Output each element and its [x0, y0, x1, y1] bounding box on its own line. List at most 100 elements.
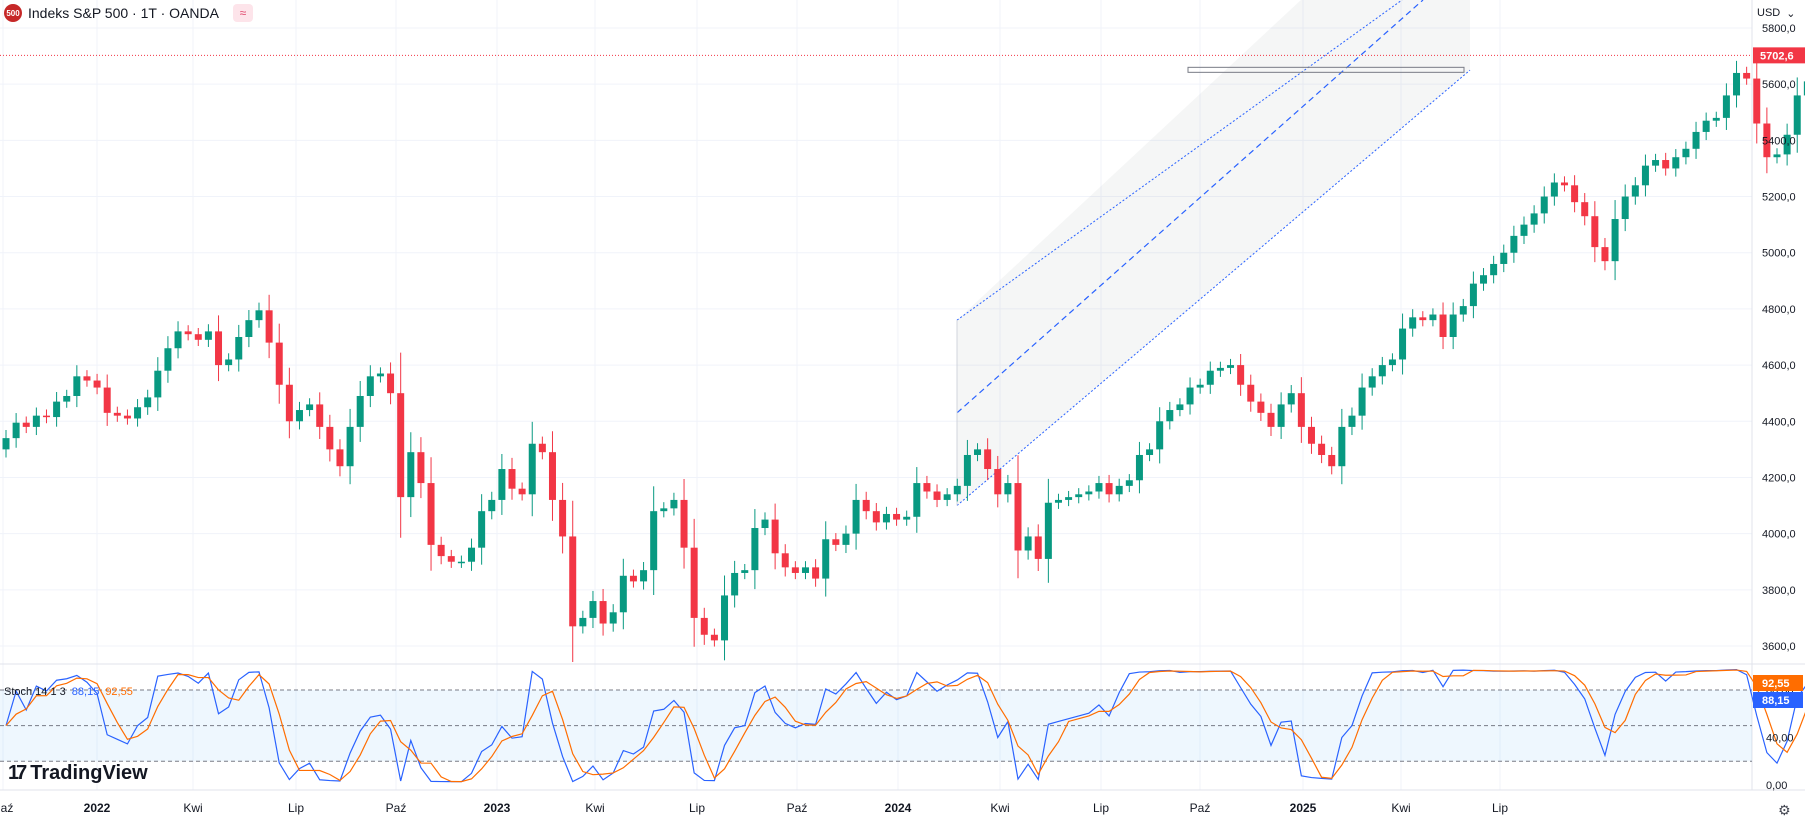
candle-body	[1044, 502, 1052, 559]
candle-body	[812, 567, 820, 579]
candle-body	[437, 544, 445, 557]
price-axis[interactable]: 3600,0 3800,0 4000,0 4200,0 4400,0 4600,0 4800…	[1753, 23, 1805, 792]
candle-body	[670, 499, 678, 509]
candle-body	[569, 536, 577, 627]
candle-body	[235, 337, 243, 360]
candle-body	[215, 331, 223, 366]
candle-body	[1702, 120, 1710, 132]
candle-body	[751, 528, 759, 571]
price-tick-label: 5400,0	[1762, 135, 1796, 147]
candle-body	[731, 572, 739, 596]
stoch-k-badge	[1753, 692, 1803, 708]
candle-body	[1348, 415, 1356, 427]
channel-mid	[956, 0, 1424, 414]
candle-body	[1338, 426, 1346, 467]
currency-selector[interactable]: USD ⌄	[1757, 3, 1799, 23]
candle-body	[1439, 314, 1447, 337]
candle-body	[164, 348, 172, 371]
candle-body	[1156, 421, 1164, 450]
candle-body	[690, 547, 698, 618]
time-tick-label: Kwi	[1391, 801, 1410, 815]
candle-body	[984, 449, 992, 470]
time-tick-label: Kwi	[585, 801, 604, 815]
candle-body	[1277, 404, 1285, 427]
candle-body	[1763, 123, 1771, 158]
gear-icon[interactable]: ⚙	[1778, 802, 1791, 818]
candle-body	[559, 499, 567, 537]
candle-body	[1176, 404, 1184, 411]
candle-body	[1601, 247, 1609, 262]
candle-body	[1490, 263, 1498, 276]
candle-body	[42, 415, 50, 418]
candle-body	[1560, 182, 1568, 186]
candle-body	[53, 401, 61, 418]
candle-body	[12, 422, 20, 439]
candle-body	[1722, 95, 1730, 118]
candle-body	[801, 567, 809, 573]
wave-icon[interactable]: ≈	[232, 4, 253, 22]
candle-body	[761, 519, 769, 529]
candle-body	[225, 359, 233, 366]
candle-body	[1307, 426, 1315, 444]
stoch-tick-label: 40,00	[1766, 733, 1794, 745]
candle-body	[791, 567, 799, 573]
candle-body	[63, 395, 71, 402]
candle-body	[1075, 494, 1083, 498]
stoch-name: Stoch 14 1 3	[4, 686, 66, 698]
candle-body	[427, 483, 435, 545]
candle-body	[1540, 196, 1548, 214]
candle-body	[1287, 393, 1295, 405]
symbol-title[interactable]: Indeks S&P 500 · 1T · OANDA	[28, 5, 219, 21]
candle-body	[123, 415, 131, 419]
candle-body	[295, 410, 303, 422]
candle-body	[1105, 483, 1113, 495]
candle-body	[528, 443, 536, 495]
candle-body	[1510, 235, 1518, 253]
time-tick-label: Paź	[1190, 801, 1211, 815]
candle-body	[1803, 81, 1805, 96]
candle-body	[1206, 370, 1214, 385]
candle-body	[457, 561, 465, 564]
candle-body	[1429, 314, 1437, 321]
candle-body	[599, 601, 607, 624]
candle-body	[1743, 72, 1751, 79]
candle-body	[1237, 365, 1245, 385]
time-axis[interactable]: Paź 2022 Kwi Lip Paź 2023 Kwi Lip Paź 2024 Kwi Lip P…	[0, 801, 1508, 815]
candle-body	[1227, 365, 1235, 368]
candle-body	[660, 508, 668, 512]
regression-channel[interactable]	[956, 0, 1471, 506]
candle-body	[1733, 72, 1741, 96]
candle-body	[963, 454, 971, 486]
candle-body	[1662, 160, 1670, 169]
candle-body	[204, 331, 212, 340]
candle-body	[579, 617, 587, 627]
candle-body	[265, 310, 273, 343]
candle-body	[73, 376, 81, 396]
tradingview-logo[interactable]: 17 TradingView	[8, 762, 148, 785]
candle-body	[548, 452, 556, 500]
candle-body	[417, 452, 425, 484]
candle-body	[103, 387, 111, 413]
time-tick-label: 2023	[484, 801, 511, 815]
time-tick-label: 2022	[84, 801, 111, 815]
stoch-k-line	[5, 668, 1805, 783]
candle-body	[1500, 252, 1508, 264]
time-tick-label: Lip	[288, 801, 304, 815]
candle-body	[1166, 410, 1174, 422]
candle-body	[1641, 165, 1649, 186]
candle-body	[468, 547, 476, 562]
candle-body	[1672, 157, 1680, 169]
candle-body	[893, 513, 901, 520]
candle-body	[1692, 131, 1700, 149]
candle-body	[1631, 185, 1639, 197]
candle-body	[1054, 499, 1062, 503]
time-tick-label: Lip	[1093, 801, 1109, 815]
candle-body	[852, 499, 860, 534]
price-tick-label: 4000,0	[1762, 529, 1796, 541]
symbol-header[interactable]: 500 Indeks S&P 500 · 1T · OANDA ≈	[4, 3, 253, 23]
stoch-legend[interactable]: Stoch 14 1 3 88,15 92,55	[4, 686, 133, 698]
candle-body	[447, 556, 455, 562]
candle-body	[326, 426, 334, 450]
price-tick-label: 5600,0	[1762, 79, 1796, 91]
